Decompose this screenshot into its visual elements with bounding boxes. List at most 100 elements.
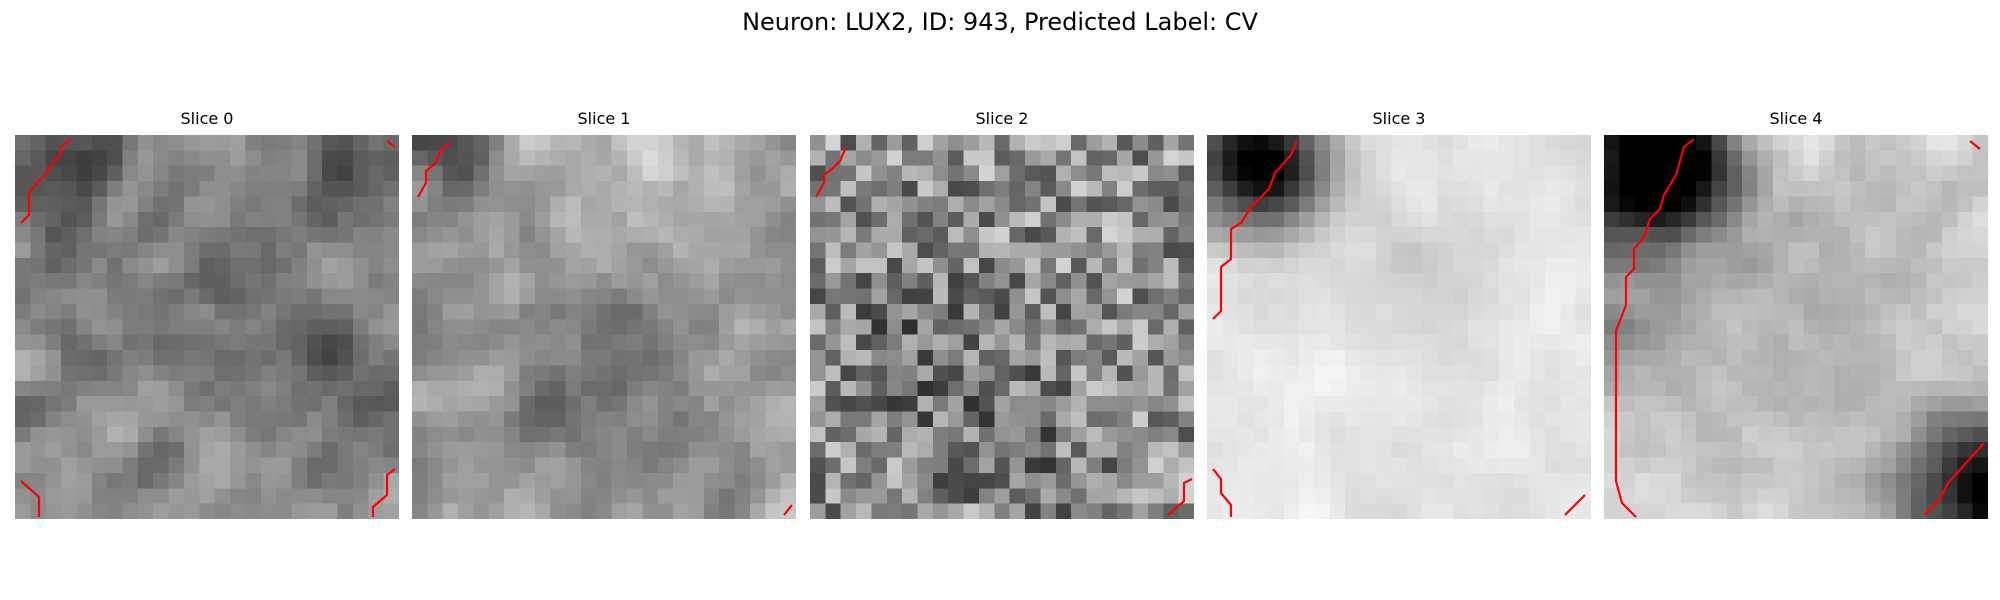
pixel: [442, 273, 459, 290]
pixel: [245, 273, 262, 290]
pixel: [1544, 196, 1561, 213]
pixel: [1178, 457, 1194, 474]
pixel: [534, 242, 551, 259]
pixel: [245, 457, 262, 474]
pixel: [427, 257, 444, 274]
pixel: [322, 396, 339, 413]
pixel: [15, 411, 31, 428]
pixel: [1560, 365, 1577, 382]
pixel: [230, 426, 246, 443]
pixel: [61, 411, 78, 428]
pixel: [963, 442, 980, 459]
pixel: [76, 503, 93, 519]
pixel: [1345, 426, 1362, 443]
pixel: [642, 227, 659, 244]
pixel: [1268, 380, 1285, 397]
pixel: [473, 196, 490, 213]
pixel: [183, 181, 200, 198]
pixel: [1819, 303, 1835, 320]
pixel: [902, 242, 919, 259]
pixel: [703, 211, 720, 228]
pixel: [473, 426, 490, 443]
pixel: [1788, 350, 1805, 366]
pixel: [412, 165, 428, 182]
pixel: [1834, 165, 1851, 182]
pixel: [902, 472, 919, 489]
pixel: [1711, 196, 1728, 213]
pixel: [948, 181, 965, 198]
pixel: [442, 334, 459, 351]
pixel: [611, 135, 628, 151]
pixel: [765, 380, 782, 397]
pixel: [107, 135, 124, 151]
pixel: [107, 181, 124, 198]
pixel: [1849, 503, 1866, 519]
pixel: [1772, 442, 1789, 459]
pixel: [168, 350, 185, 366]
pixel: [1696, 488, 1713, 505]
pixel: [1680, 257, 1697, 274]
pixel: [1544, 227, 1561, 244]
pixel: [534, 135, 551, 151]
pixel: [214, 227, 231, 244]
pixel: [886, 242, 903, 259]
pixel: [1957, 488, 1974, 505]
pixel: [1575, 288, 1591, 305]
pixel: [948, 396, 965, 413]
pixel: [488, 350, 505, 366]
pixel: [657, 273, 674, 290]
pixel: [1711, 365, 1728, 382]
pixel: [703, 196, 720, 213]
pixel: [1529, 319, 1546, 336]
pixel: [902, 365, 919, 382]
pixel: [15, 442, 31, 459]
pixel: [1788, 273, 1805, 290]
pixel: [1726, 227, 1743, 244]
pixel: [504, 472, 521, 489]
pixel: [1650, 380, 1667, 397]
pixel: [1865, 303, 1882, 320]
pixel: [519, 196, 536, 213]
pixel: [550, 227, 567, 244]
pixel: [719, 288, 736, 305]
pixel: [856, 135, 873, 151]
pixel: [1178, 211, 1194, 228]
pixel: [183, 303, 200, 320]
pixel: [978, 350, 995, 366]
pixel: [122, 503, 139, 519]
pixel: [322, 503, 339, 519]
pixel: [550, 165, 567, 182]
pixel: [1283, 257, 1300, 274]
pixel: [765, 472, 782, 489]
pixel: [1237, 242, 1254, 259]
pixel: [1268, 273, 1285, 290]
pixel: [1025, 411, 1041, 428]
pixel: [91, 411, 108, 428]
pixel: [1514, 411, 1531, 428]
pixel: [1163, 211, 1180, 228]
pixel: [565, 411, 582, 428]
pixel: [1560, 319, 1577, 336]
pixel: [917, 211, 934, 228]
pixel: [580, 288, 597, 305]
pixel: [688, 288, 705, 305]
pixel: [458, 442, 475, 459]
pixel: [1498, 211, 1515, 228]
pixel: [1483, 503, 1500, 519]
pixel: [1086, 288, 1103, 305]
pixel: [1650, 135, 1667, 151]
pixel: [1665, 196, 1682, 213]
pixel: [322, 303, 339, 320]
pixel: [137, 211, 154, 228]
pixel: [1544, 273, 1561, 290]
pixel: [1483, 365, 1500, 382]
pixel: [1650, 472, 1667, 489]
pixel: [948, 211, 965, 228]
pixel: [1253, 288, 1270, 305]
pixel: [1529, 288, 1546, 305]
pixel: [1009, 334, 1026, 351]
pixel: [1025, 488, 1041, 505]
pixel: [673, 334, 690, 351]
pixel: [473, 135, 490, 151]
pixel: [1360, 350, 1377, 366]
